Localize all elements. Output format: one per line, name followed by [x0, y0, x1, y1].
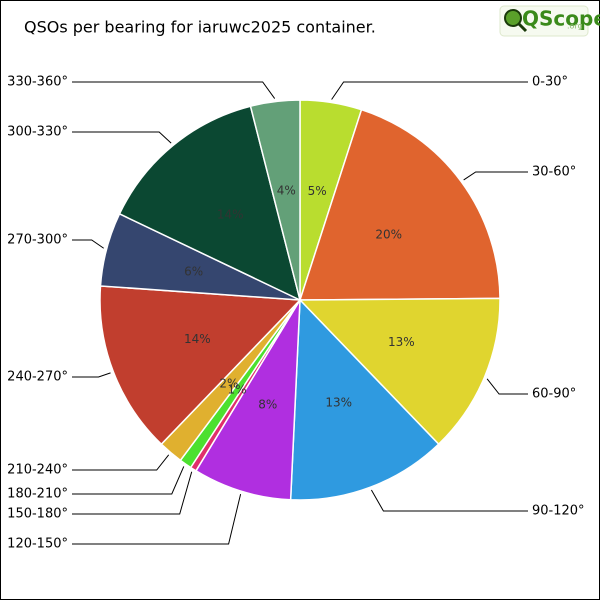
pie-slice [289, 298, 440, 501]
slice-label: 240-270° [7, 370, 68, 385]
slice-percent: 14% [184, 332, 211, 346]
leader-line [72, 131, 172, 144]
logo-text: QScope [522, 7, 600, 31]
pie-slice [249, 99, 301, 301]
logo-handle [517, 22, 528, 33]
leader-line [72, 466, 185, 495]
slice-percent: 1% [228, 383, 247, 397]
slice-percent: 20% [375, 227, 402, 241]
slice-label: 120-150° [7, 537, 68, 552]
slice-percent: 8% [258, 398, 277, 412]
slice-label: 210-240° [7, 463, 68, 478]
leader-line [72, 454, 170, 471]
pie-slice [118, 105, 302, 302]
chart-title: QSOs per bearing for iaruwc2025 containe… [24, 18, 376, 37]
leader-line [72, 239, 104, 249]
leader-line [463, 171, 528, 181]
slice-label: 180-210° [7, 487, 68, 502]
pie-slice [298, 108, 501, 301]
leader-line [72, 81, 276, 99]
slice-percent: 13% [388, 335, 415, 349]
slice-percent: 13% [325, 395, 352, 409]
slice-label: 300-330° [7, 125, 68, 140]
slice-percent: 5% [308, 184, 327, 198]
slice-label: 30-60° [532, 165, 576, 180]
slice-label: 150-180° [7, 507, 68, 522]
slice-percent: 6% [184, 264, 203, 278]
slice-label: 0-30° [532, 75, 568, 90]
leader-line [72, 471, 193, 515]
leader-line [370, 489, 528, 512]
slice-percent: 14% [217, 208, 244, 222]
slice-label: 60-90° [532, 387, 576, 402]
pie-slice [298, 297, 501, 446]
slice-percent: 2% [219, 376, 238, 390]
logo: QScope .org [499, 5, 600, 37]
slice-label: 90-120° [532, 504, 585, 519]
leader-line [331, 81, 528, 100]
pie-slice [99, 285, 302, 446]
logo-icon [504, 9, 522, 27]
slice-percent: 4% [277, 183, 296, 197]
slice-label: 270-300° [7, 233, 68, 248]
logo-suffix: .org [567, 22, 583, 31]
leader-line [72, 372, 111, 378]
slice-label: 330-360° [7, 75, 68, 90]
leader-line [72, 493, 242, 545]
leader-line [486, 378, 528, 395]
pie-slice [194, 299, 301, 501]
